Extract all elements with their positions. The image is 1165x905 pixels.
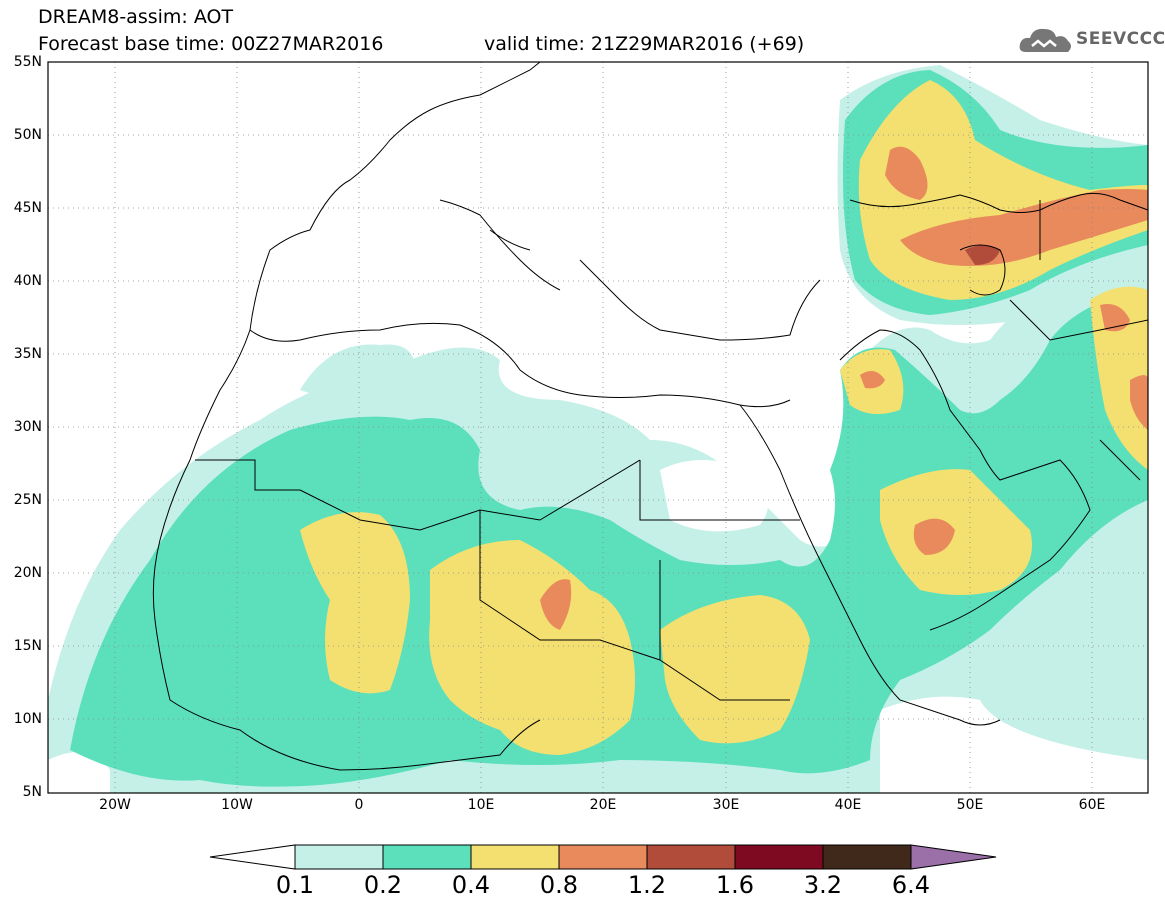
colorbar-segment-0.1 [294, 844, 384, 870]
lat-label-20n: 20N [13, 565, 42, 581]
lat-label-55n: 55N [13, 54, 42, 70]
colorbar-label-0.4: 0.4 [451, 871, 491, 899]
colorbar-segment-0.4 [470, 844, 560, 870]
colorbar-label-6.4: 6.4 [891, 871, 931, 899]
colorbar-label-1.6: 1.6 [715, 871, 755, 899]
forecast-base-time: Forecast base time: 00Z27MAR2016 [38, 33, 384, 55]
lon-label-60e: 60E [1078, 797, 1106, 813]
lat-label-10n: 10N [13, 711, 42, 727]
map-frame [47, 61, 1149, 794]
seevccc-logo: SEEVCCC [1018, 24, 1165, 58]
colorbar-label-3.2: 3.2 [803, 871, 843, 899]
lon-label-10w: 10W [221, 797, 253, 813]
lat-label-35n: 35N [13, 346, 42, 362]
aot-region-1.2 [965, 245, 1000, 265]
colorbar-label-1.2: 1.2 [627, 871, 667, 899]
lon-label-30e: 30E [712, 797, 740, 813]
graticule [48, 62, 1148, 793]
colorbar-segment-under [209, 844, 296, 870]
lat-label-45n: 45N [13, 200, 42, 216]
lat-label-15n: 15N [13, 638, 42, 654]
lon-label-10e: 10E [467, 797, 495, 813]
lon-label-40e: 40E [834, 797, 862, 813]
coastlines [152, 62, 1148, 771]
colorbar-segment-1.6 [734, 844, 824, 870]
colorbar-segment-over [910, 844, 997, 870]
lon-label-20w: 20W [99, 797, 131, 813]
colorbar-segment-3.2 [822, 844, 912, 870]
aot-region-0.4 [300, 512, 410, 694]
lon-label-20e: 20E [589, 797, 617, 813]
colorbar-label-0.8: 0.8 [539, 871, 579, 899]
lat-label-30n: 30N [13, 419, 42, 435]
lat-label-5n: 5N [22, 784, 42, 800]
aot-region-0.8 [540, 579, 572, 630]
colorbar-segment-0.8 [558, 844, 648, 870]
logo-text: SEEVCCC [1076, 29, 1165, 49]
lat-label-50n: 50N [13, 127, 42, 143]
colorbar-label-0.2: 0.2 [363, 871, 403, 899]
lat-label-25n: 25N [13, 492, 42, 508]
colorbar [209, 844, 997, 870]
lon-label-0: 0 [354, 797, 364, 813]
aot-contours [48, 65, 1148, 793]
colorbar-segment-1.2 [646, 844, 736, 870]
map-title: DREAM8-assim: AOT [38, 6, 234, 28]
cloud-icon [1019, 28, 1071, 52]
colorbar-label-0.1: 0.1 [275, 871, 315, 899]
lat-label-40n: 40N [13, 273, 42, 289]
valid-time: valid time: 21Z29MAR2016 (+69) [484, 33, 805, 55]
lon-label-50e: 50E [956, 797, 984, 813]
colorbar-segment-0.2 [382, 844, 472, 870]
